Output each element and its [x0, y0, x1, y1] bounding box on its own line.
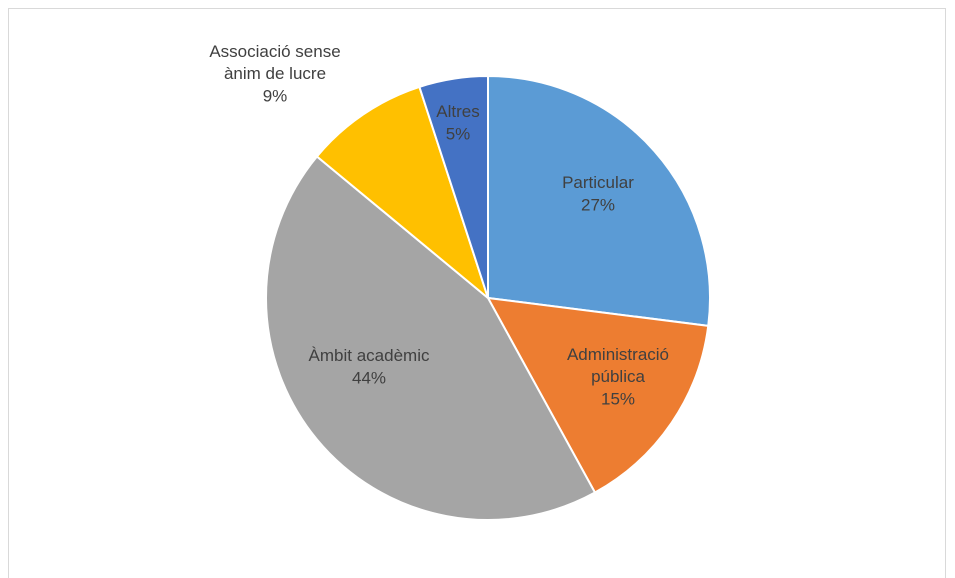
- category-label: Administració pública: [567, 345, 669, 386]
- category-label: Àmbit acadèmic: [309, 346, 430, 365]
- category-label: Associació sense ànim de lucre: [209, 42, 340, 83]
- value-label: 27%: [581, 195, 615, 214]
- value-label: 9%: [263, 86, 288, 105]
- category-label: Altres: [436, 102, 479, 121]
- pie-slice: [265, 155, 597, 521]
- category-label: Particular: [562, 173, 634, 192]
- value-label: 5%: [446, 124, 471, 143]
- pie-slice: [315, 85, 491, 301]
- value-label: 15%: [601, 389, 635, 408]
- value-label: 44%: [352, 368, 386, 387]
- pie-slice: [487, 74, 711, 327]
- pie-slice: [486, 296, 710, 494]
- pie-slice: [418, 74, 489, 299]
